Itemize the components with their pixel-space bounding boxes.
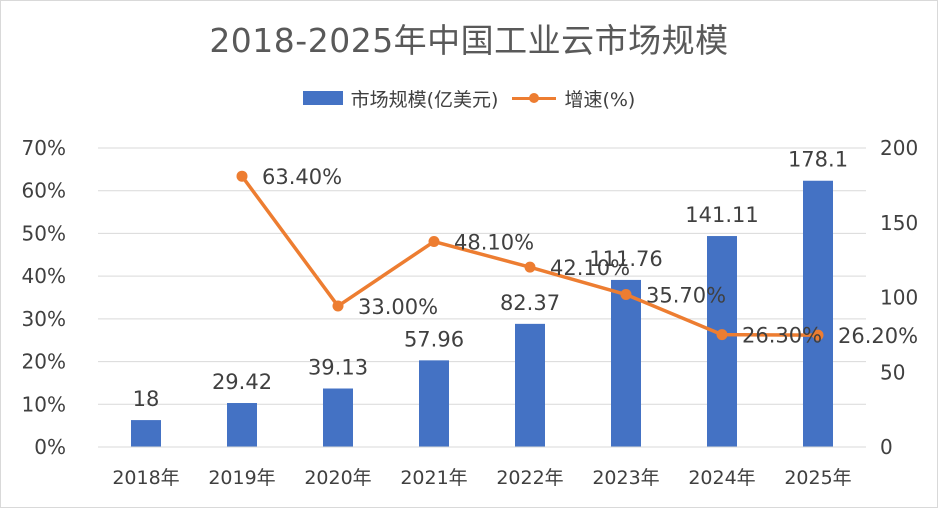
y-left-tick-label: 60% <box>22 179 66 203</box>
x-tick-label: 2023年 <box>592 467 659 489</box>
legend-entry-bar: 市场规模(亿美元) <box>302 85 499 112</box>
x-tick-label: 2020年 <box>304 467 371 489</box>
line-marker <box>716 329 728 341</box>
bar-data-label: 18 <box>133 387 160 411</box>
line-data-label: 48.10% <box>454 231 534 255</box>
line-data-label: 26.20% <box>838 324 918 348</box>
y-right-tick-label: 0 <box>880 435 893 459</box>
line-marker <box>236 170 248 182</box>
bar-data-label: 178.1 <box>788 148 848 172</box>
x-tick-label: 2024年 <box>688 467 755 489</box>
legend-entry-line: 增速(%) <box>512 85 635 112</box>
y-left-tick-label: 0% <box>34 435 66 459</box>
bar <box>131 420 161 447</box>
line-marker <box>812 329 824 341</box>
y-right-tick-label: 50 <box>880 360 905 384</box>
legend-line-label: 增速(%) <box>564 88 636 111</box>
y-left-tick-label: 40% <box>22 264 66 288</box>
x-tick-label: 2018年 <box>112 467 179 489</box>
bar-data-label: 111.76 <box>589 247 662 271</box>
chart-title: 2018-2025年中国工业云市场规模 <box>209 21 729 60</box>
y-right-tick-label: 100 <box>880 286 918 310</box>
legend-line-swatch <box>512 91 557 105</box>
line-marker <box>332 300 344 312</box>
x-tick-label: 2021年 <box>400 467 467 489</box>
y-right-tick-label: 150 <box>880 211 918 235</box>
y-left-tick-label: 10% <box>22 392 66 416</box>
bar <box>707 236 737 447</box>
bar <box>227 403 257 447</box>
y-left-tick-label: 50% <box>22 221 66 245</box>
y-left-tick-label: 30% <box>22 307 66 331</box>
bar-data-label: 141.11 <box>685 203 758 227</box>
bar <box>419 360 449 447</box>
legend-bar-swatch <box>302 91 343 105</box>
line-data-label: 63.40% <box>262 165 342 189</box>
bar-data-label: 82.37 <box>500 291 560 315</box>
line-data-label: 26.30% <box>742 324 822 348</box>
line-data-label: 42.10% <box>550 256 630 280</box>
x-tick-label: 2025年 <box>784 467 851 489</box>
bar-data-label: 39.13 <box>308 356 368 380</box>
bar <box>515 323 545 447</box>
legend-bar-label: 市场规模(亿美元) <box>350 88 499 111</box>
bar-data-label: 57.96 <box>404 327 464 351</box>
legend: 市场规模(亿美元) 增速(%) <box>0 84 938 112</box>
bar <box>323 388 353 447</box>
x-tick-label: 2019年 <box>208 467 275 489</box>
bar <box>803 180 833 448</box>
line-data-label: 35.70% <box>646 284 726 308</box>
line-marker <box>428 236 440 248</box>
bar <box>611 279 641 447</box>
bar-data-label: 29.42 <box>212 370 272 394</box>
line-marker <box>524 261 536 273</box>
x-tick-label: 2022年 <box>496 467 563 489</box>
y-left-tick-label: 70% <box>22 136 66 160</box>
line-data-label: 33.00% <box>358 295 438 319</box>
y-left-tick-label: 20% <box>22 350 66 374</box>
line-marker <box>620 289 632 301</box>
y-right-tick-label: 200 <box>880 136 918 160</box>
